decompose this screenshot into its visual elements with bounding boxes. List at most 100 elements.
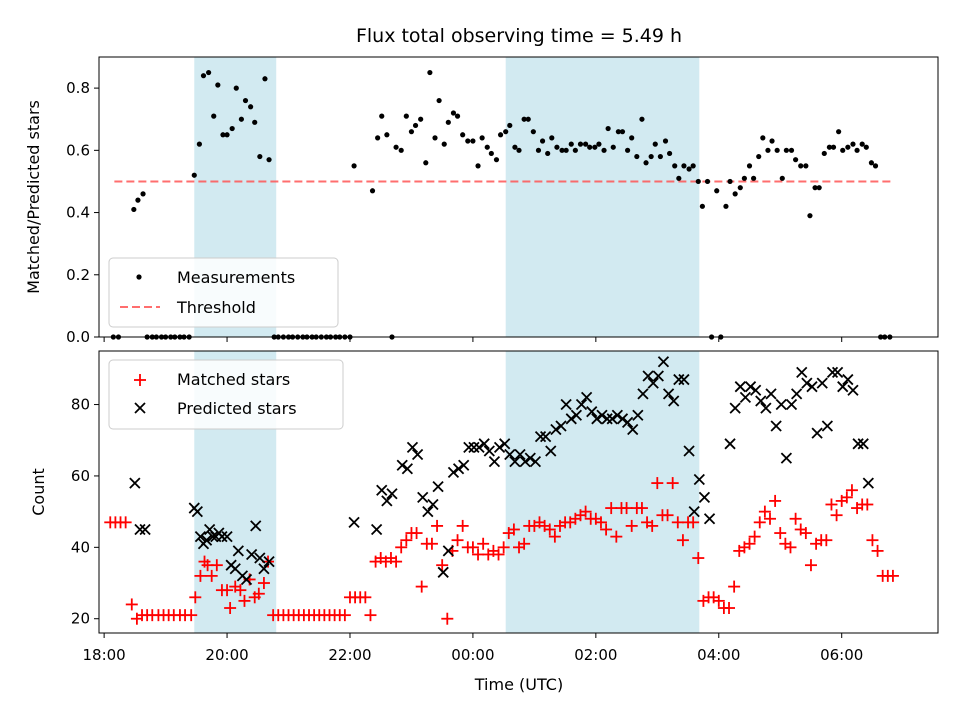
predicted-star-point (139, 523, 151, 536)
predicted-star-point-b (204, 523, 216, 536)
measurement-point (572, 147, 578, 153)
matched-star-point (466, 541, 479, 554)
measurement-point (436, 97, 442, 104)
measurement-point (135, 197, 141, 203)
measurement-point (704, 178, 711, 185)
x-tick-label: 22:00 (328, 646, 371, 664)
predicted-star-point-b (662, 388, 675, 400)
predicted-star-point (254, 552, 266, 564)
predicted-star-point (785, 398, 798, 411)
matched-star-point (234, 584, 247, 597)
predicted-star-point (540, 431, 552, 443)
measurement-point (351, 163, 357, 169)
predicted-star-point (560, 398, 572, 411)
predicted-star-point-b (493, 441, 506, 454)
matched-star-point (205, 569, 218, 582)
measurement-point (191, 172, 197, 178)
measurement-point (746, 163, 753, 169)
predicted-star-point-b (348, 516, 360, 528)
measurement-point (854, 147, 860, 153)
predicted-star-point (370, 523, 383, 536)
predicted-star-point (575, 398, 588, 411)
predicted-star-point-b (780, 452, 793, 464)
predicted-star-point (755, 395, 767, 407)
matched-star-point (743, 537, 756, 550)
predicted-star-point (627, 423, 639, 436)
matched-star-point (871, 544, 884, 557)
measurement-point (568, 141, 574, 147)
matched-star-point (605, 502, 618, 515)
predicted-star-point-b (729, 402, 741, 414)
predicted-star-point-b (478, 438, 490, 450)
predicted-star-point-b (246, 548, 258, 561)
predicted-star-point (734, 381, 746, 393)
predicted-star-point (693, 473, 705, 486)
predicted-star-point (401, 463, 413, 475)
predicted-star-point-b (580, 391, 593, 404)
measurement-point (686, 166, 692, 172)
predicted-star-point-b (852, 438, 864, 450)
predicted-star-point (499, 438, 511, 450)
measurement-point (619, 129, 626, 135)
predicted-star-point-b (775, 398, 787, 411)
matched-star-point (518, 537, 531, 550)
predicted-star-point-b (504, 448, 516, 461)
x-tick-label: 00:00 (451, 646, 494, 664)
matched-star-point (866, 534, 879, 547)
predicted-star-point-b (842, 373, 854, 386)
predicted-star-point-b (473, 441, 485, 454)
predicted-star-point (698, 491, 711, 503)
matched-star-point (600, 523, 613, 536)
bottom-legend-frame (108, 359, 344, 430)
matched-star-point (845, 484, 858, 497)
predicted-star-point-b (519, 456, 531, 468)
matched-star-point (451, 534, 464, 547)
measurement-point (723, 203, 729, 209)
measurement-point (783, 147, 789, 153)
matched-star-point (472, 548, 485, 561)
matched-star-point (221, 584, 234, 597)
predicted-star-point (534, 431, 547, 443)
top-legend: Measurements Threshold (108, 257, 339, 328)
measurement-point (737, 185, 743, 191)
predicted-star-point (458, 459, 470, 471)
predicted-star-point-b (258, 563, 270, 575)
measurement-point (233, 85, 239, 91)
measurement-point (432, 135, 438, 141)
predicted-star-point-b (837, 381, 849, 393)
x-tick-label: 18:00 (83, 646, 126, 664)
measurement-point (676, 175, 682, 181)
measurement-point (681, 163, 687, 169)
predicted-star-point-b (129, 477, 141, 489)
predicted-star-point-b (417, 491, 429, 503)
predicted-star-point-b (191, 505, 203, 518)
matched-star-point (635, 502, 648, 515)
measurement-point (220, 132, 226, 138)
predicted-star-point (688, 505, 700, 518)
predicted-star-point (842, 373, 854, 386)
predicted-star-point-b (806, 381, 818, 393)
measurement-point (587, 144, 593, 150)
predicted-star-point (831, 366, 844, 379)
measurement-point (238, 116, 244, 122)
measurement-point (224, 132, 230, 138)
predicted-star-point (673, 373, 685, 386)
measurement-point (695, 178, 701, 185)
predicted-star-point-b (221, 530, 233, 543)
predicted-star-point-b (401, 463, 413, 475)
predicted-star-point-b (540, 431, 552, 443)
predicted-star-point-b (831, 366, 844, 379)
predicted-star-point (437, 566, 449, 578)
predicted-star-point-b (427, 498, 439, 511)
predicted-star-point (765, 388, 777, 400)
measurement-point (732, 191, 738, 197)
predicted-star-point-b (790, 388, 803, 400)
predicted-star-point-b (739, 391, 752, 404)
matched-star-point (119, 516, 132, 529)
matched-star-point (252, 587, 265, 600)
legend-matched-label: Matched stars (177, 370, 290, 389)
predicted-star-point-b (678, 373, 690, 386)
measurement-point (756, 153, 762, 160)
predicted-star-point (207, 530, 219, 543)
predicted-star-point (647, 377, 659, 389)
